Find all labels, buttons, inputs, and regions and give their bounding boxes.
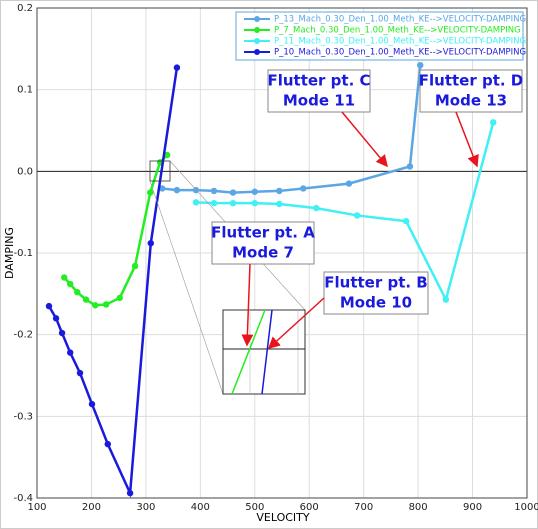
x-axis-label: VELOCITY bbox=[256, 511, 310, 524]
x-tick-label: 1000 bbox=[514, 502, 538, 513]
annotation: Flutter pt. A bbox=[211, 224, 315, 242]
data-point bbox=[210, 187, 218, 195]
legend: P_13_Mach_0.30_Den_1.00_Meth_KE-->VELOCI… bbox=[235, 11, 526, 61]
y-tick-label: -0.4 bbox=[13, 493, 33, 504]
data-point bbox=[417, 61, 424, 69]
data-point bbox=[147, 189, 154, 196]
y-tick-label: 0.2 bbox=[17, 3, 33, 14]
data-point bbox=[52, 315, 60, 322]
data-point bbox=[345, 180, 353, 187]
data-point bbox=[406, 163, 414, 170]
legend-box bbox=[235, 11, 524, 61]
x-tick-label: 600 bbox=[300, 502, 319, 513]
legend-marker bbox=[254, 49, 260, 55]
data-point bbox=[300, 185, 307, 192]
data-point bbox=[251, 199, 258, 207]
data-point bbox=[92, 302, 99, 309]
y-tick-label: -0.2 bbox=[13, 330, 33, 341]
data-point bbox=[276, 200, 283, 208]
y-tick-label: -0.3 bbox=[13, 411, 33, 422]
plot-frame bbox=[36, 7, 528, 499]
arrow bbox=[267, 297, 325, 350]
legend-label: P_13_Mach_0.30_Den_1.00_Meth_KE-->VELOCI… bbox=[274, 15, 526, 25]
data-point bbox=[58, 329, 66, 337]
data-point bbox=[45, 302, 53, 310]
data-point bbox=[442, 296, 450, 303]
data-point bbox=[402, 217, 410, 225]
y-tick-label: 0.0 bbox=[17, 166, 33, 177]
x-tick-label: 800 bbox=[409, 502, 428, 513]
annotation-box bbox=[267, 69, 371, 113]
arrow bbox=[341, 111, 388, 168]
data-point bbox=[210, 199, 218, 207]
data-point bbox=[159, 185, 166, 192]
data-point bbox=[88, 400, 96, 408]
y-tick-label: 0.1 bbox=[17, 85, 33, 96]
annotation: Flutter pt. C bbox=[267, 72, 370, 90]
data-point bbox=[192, 199, 200, 206]
data-point bbox=[147, 240, 154, 247]
x-tick-label: 900 bbox=[463, 502, 482, 513]
data-point bbox=[102, 301, 110, 308]
data-point bbox=[173, 64, 181, 71]
annotation: Mode 13 bbox=[435, 92, 507, 110]
y-tick-label: -0.1 bbox=[13, 248, 33, 259]
legend-marker bbox=[254, 38, 260, 44]
data-point bbox=[229, 189, 237, 196]
data-point bbox=[126, 489, 134, 497]
legend-label: P_10_Mach_0.30_Den_1.00_Meth_KE-->VELOCI… bbox=[274, 48, 526, 58]
data-point bbox=[353, 212, 361, 219]
annotation-box bbox=[323, 271, 429, 315]
data-point bbox=[276, 187, 283, 195]
annotation: Mode 10 bbox=[340, 294, 412, 312]
series-line bbox=[47, 67, 179, 498]
annotation: Flutter pt. B bbox=[324, 274, 427, 292]
legend-marker bbox=[254, 27, 260, 33]
series-layer bbox=[45, 61, 497, 498]
data-point bbox=[104, 440, 111, 448]
legend-label: P_7_Mach_0.30_Den_1.00_Meth_KE-->VELOCIT… bbox=[274, 26, 521, 36]
x-tick-label: 700 bbox=[354, 502, 373, 513]
data-point bbox=[82, 296, 90, 303]
annotation: Mode 11 bbox=[283, 92, 355, 110]
series-line bbox=[195, 122, 495, 304]
data-point bbox=[74, 289, 81, 296]
legend-label: P_11_Mach_0.30_Den_1.00_Meth_KE-->VELOCI… bbox=[274, 37, 526, 47]
annotation: Mode 7 bbox=[232, 244, 294, 262]
annotation-box bbox=[211, 221, 315, 265]
data-point bbox=[61, 274, 68, 281]
annotation-box bbox=[419, 69, 523, 113]
arrow bbox=[241, 263, 254, 347]
ticks: 100 200 300 400 500 600 700 800 900 1000 -0.4 -0.3 -… bbox=[13, 3, 538, 513]
data-point bbox=[313, 204, 320, 212]
data-point bbox=[76, 369, 84, 377]
x-tick-label: 100 bbox=[27, 502, 46, 513]
x-tick-label: 200 bbox=[82, 502, 101, 513]
x-tick-label: 300 bbox=[136, 502, 155, 513]
arrow bbox=[455, 111, 479, 168]
x-tick-label: 500 bbox=[245, 502, 264, 513]
data-point bbox=[131, 262, 139, 270]
data-point bbox=[116, 294, 123, 302]
data-point bbox=[490, 119, 497, 126]
x-tick-label: 400 bbox=[191, 502, 210, 513]
data-point bbox=[229, 199, 237, 207]
data-point bbox=[67, 349, 74, 356]
annotations: Flutter pt. C Mode 11 Flutter pt. D Mode… bbox=[211, 69, 523, 350]
zoom-inset bbox=[149, 160, 306, 395]
annotation: Flutter pt. D bbox=[419, 72, 523, 90]
data-point bbox=[251, 188, 258, 195]
y-axis-label: DAMPING bbox=[3, 227, 16, 279]
legend-marker bbox=[254, 16, 260, 22]
data-point bbox=[163, 151, 171, 159]
data-point bbox=[67, 280, 74, 288]
data-point bbox=[173, 186, 181, 194]
